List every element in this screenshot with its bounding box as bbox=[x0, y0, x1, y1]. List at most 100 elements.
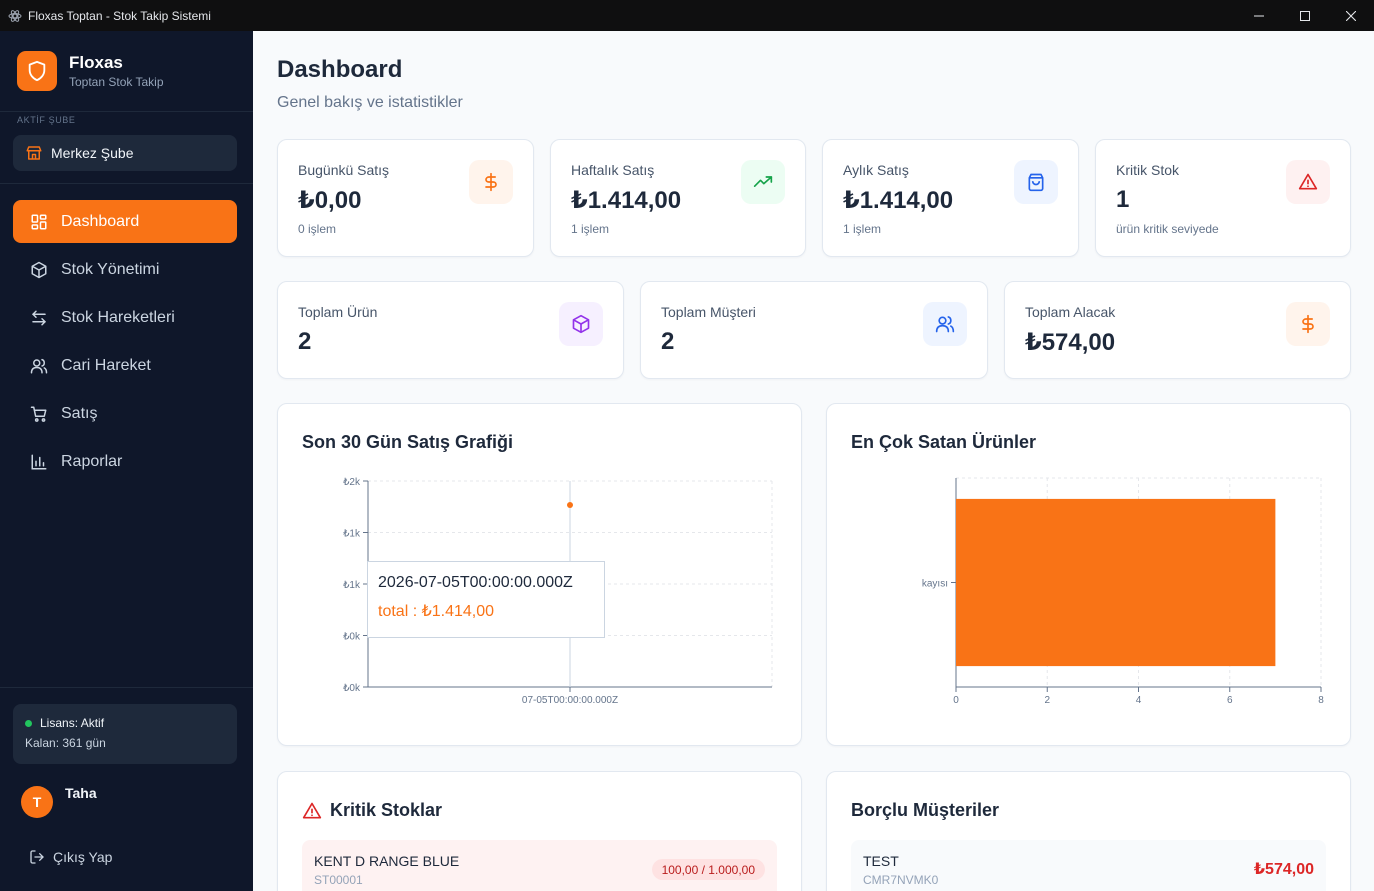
stat-label: Aylık Satış bbox=[843, 162, 909, 178]
alert-triangle-icon bbox=[1286, 160, 1330, 204]
stat-card-total-products: Toplam Ürün 2 bbox=[277, 281, 624, 379]
stat-value: ₺1.414,00 bbox=[571, 187, 682, 214]
dashboard-icon bbox=[29, 212, 49, 232]
y-tick-label: ₺0k bbox=[343, 632, 361, 643]
users-icon bbox=[29, 356, 49, 376]
logout-icon bbox=[29, 849, 45, 865]
branch-selector[interactable]: Merkez Şube bbox=[13, 135, 237, 171]
brand-subtitle: Toptan Stok Takip bbox=[69, 75, 164, 89]
stat-value: ₺0,00 bbox=[298, 187, 362, 214]
stat-value: ₺1.414,00 bbox=[843, 187, 954, 214]
nav-label: Stok Yönetimi bbox=[61, 260, 160, 278]
top-products-bar-chart: 0 2 4 6 8 kayısı bbox=[922, 477, 1324, 706]
brand: Floxas Toptan Stok Takip bbox=[17, 51, 164, 91]
tooltip-value: total : ₺1.414,00 bbox=[378, 603, 495, 620]
panel-title: Kritik Stoklar bbox=[330, 800, 443, 820]
dollar-icon bbox=[469, 160, 513, 204]
stat-note: 0 işlem bbox=[298, 222, 337, 236]
license-remaining: Kalan: 361 gün bbox=[25, 736, 106, 750]
y-tick-label: ₺1k bbox=[343, 529, 361, 540]
list-item[interactable]: KENT D RANGE BLUE ST00001 100,00 / 1.000… bbox=[302, 840, 777, 891]
users-icon bbox=[923, 302, 967, 346]
stat-note: 1 işlem bbox=[571, 222, 610, 236]
nav-label: Stok Hareketleri bbox=[61, 308, 175, 326]
x-tick-label: 07-05T00:00:00.000Z bbox=[522, 695, 618, 706]
stat-value: 1 bbox=[1116, 186, 1130, 213]
window-titlebar: Floxas Toptan - Stok Takip Sistemi bbox=[0, 0, 1374, 31]
close-window-button[interactable] bbox=[1328, 0, 1374, 31]
brand-name: Floxas bbox=[69, 53, 123, 72]
x-tick-label: 6 bbox=[1227, 695, 1233, 706]
license-box: Lisans: Aktif Kalan: 361 gün bbox=[13, 704, 237, 764]
logout-label: Çıkış Yap bbox=[53, 849, 113, 865]
x-tick-label: 0 bbox=[953, 695, 959, 706]
tooltip-label: 2026-07-05T00:00:00.000Z bbox=[378, 574, 573, 591]
y-tick-label: kayısı bbox=[922, 579, 948, 590]
stat-label: Kritik Stok bbox=[1116, 162, 1180, 178]
window-title: Floxas Toptan - Stok Takip Sistemi bbox=[28, 8, 211, 23]
nav-item-stok-yonetimi[interactable]: Stok Yönetimi bbox=[13, 248, 237, 291]
debtor-customers-panel: Borçlu Müşteriler TEST CMR7NVMK0 ₺574,00 bbox=[826, 771, 1351, 891]
bar-chart-icon bbox=[29, 452, 49, 472]
stat-note: 1 işlem bbox=[843, 222, 882, 236]
user-name: Taha bbox=[65, 785, 97, 801]
chart-tooltip: 2026-07-05T00:00:00.000Z total : ₺1.414,… bbox=[367, 561, 605, 638]
nav-label: Satış bbox=[61, 404, 98, 422]
list-item[interactable]: TEST CMR7NVMK0 ₺574,00 bbox=[851, 840, 1326, 891]
stat-label: Toplam Alacak bbox=[1025, 304, 1116, 320]
y-tick-label: ₺2k bbox=[343, 477, 361, 488]
panel-title: Son 30 Gün Satış Grafiği bbox=[302, 432, 514, 452]
stat-value: 2 bbox=[298, 328, 312, 355]
app-icon bbox=[8, 9, 22, 23]
trending-up-icon bbox=[741, 160, 785, 204]
panel-title: Borçlu Müşteriler bbox=[851, 800, 1000, 820]
maximize-button[interactable] bbox=[1282, 0, 1328, 31]
sidebar: Floxas Toptan Stok Takip AKTİF ŞUBE Merk… bbox=[0, 31, 253, 891]
user-profile: T Taha bbox=[21, 785, 97, 818]
cart-icon bbox=[29, 404, 49, 424]
status-dot bbox=[25, 719, 32, 727]
branch-caption: AKTİF ŞUBE bbox=[17, 115, 76, 125]
page-subtitle: Genel bakış ve istatistikler bbox=[277, 94, 463, 111]
avatar: T bbox=[21, 786, 53, 818]
nav-item-stok-hareketleri[interactable]: Stok Hareketleri bbox=[13, 296, 237, 339]
dollar-icon bbox=[1286, 302, 1330, 346]
product-name: KENT D RANGE BLUE bbox=[314, 853, 460, 869]
stat-card-critical-stock: Kritik Stok 1 ürün kritik seviyede bbox=[1095, 139, 1351, 257]
x-tick-label: 2 bbox=[1044, 695, 1050, 706]
nav-item-cari-hareket[interactable]: Cari Hareket bbox=[13, 344, 237, 387]
divider bbox=[0, 687, 253, 688]
divider bbox=[0, 183, 253, 184]
nav-item-dashboard[interactable]: Dashboard bbox=[13, 200, 237, 243]
sales-chart-panel: Son 30 Gün Satış Grafiği ₺2k ₺1k ₺1k ₺0k ₺0k… bbox=[277, 403, 802, 746]
shield-logo-icon bbox=[17, 51, 57, 91]
minimize-icon bbox=[1254, 15, 1264, 16]
maximize-icon bbox=[1300, 10, 1310, 21]
nav-label: Cari Hareket bbox=[61, 356, 151, 374]
stat-card-today-sales: Bugünkü Satış ₺0,00 0 işlem bbox=[277, 139, 534, 257]
minimize-button[interactable] bbox=[1236, 0, 1282, 31]
store-icon bbox=[25, 144, 43, 162]
license-status: Lisans: Aktif bbox=[40, 716, 105, 730]
stat-card-total-customers: Toplam Müşteri 2 bbox=[640, 281, 988, 379]
stat-card-total-receivable: Toplam Alacak ₺574,00 bbox=[1004, 281, 1351, 379]
branch-name: Merkez Şube bbox=[51, 145, 134, 161]
customer-code: CMR7NVMK0 bbox=[863, 873, 939, 887]
sidebar-nav: Dashboard Stok Yönetimi Stok Hareketleri… bbox=[13, 200, 237, 488]
close-icon bbox=[1346, 10, 1356, 21]
logout-button[interactable]: Çıkış Yap bbox=[29, 849, 112, 865]
stat-card-monthly-sales: Aylık Satış ₺1.414,00 1 işlem bbox=[822, 139, 1079, 257]
nav-item-raporlar[interactable]: Raporlar bbox=[13, 440, 237, 483]
transfer-arrows-icon bbox=[29, 308, 49, 328]
x-tick-label: 8 bbox=[1318, 695, 1324, 706]
stat-card-weekly-sales: Haftalık Satış ₺1.414,00 1 işlem bbox=[550, 139, 806, 257]
panel-title-row: Kritik Stoklar bbox=[302, 800, 442, 821]
critical-stocks-panel: Kritik Stoklar KENT D RANGE BLUE ST00001… bbox=[277, 771, 802, 891]
nav-item-satis[interactable]: Satış bbox=[13, 392, 237, 435]
stat-label: Toplam Müşteri bbox=[661, 304, 756, 320]
y-tick-label: ₺1k bbox=[343, 580, 361, 591]
stock-level-badge: 100,00 / 1.000,00 bbox=[651, 859, 765, 880]
product-code: ST00001 bbox=[314, 873, 363, 887]
shopping-bag-icon bbox=[1014, 160, 1058, 204]
main-content: Dashboard Genel bakış ve istatistikler B… bbox=[253, 31, 1374, 891]
